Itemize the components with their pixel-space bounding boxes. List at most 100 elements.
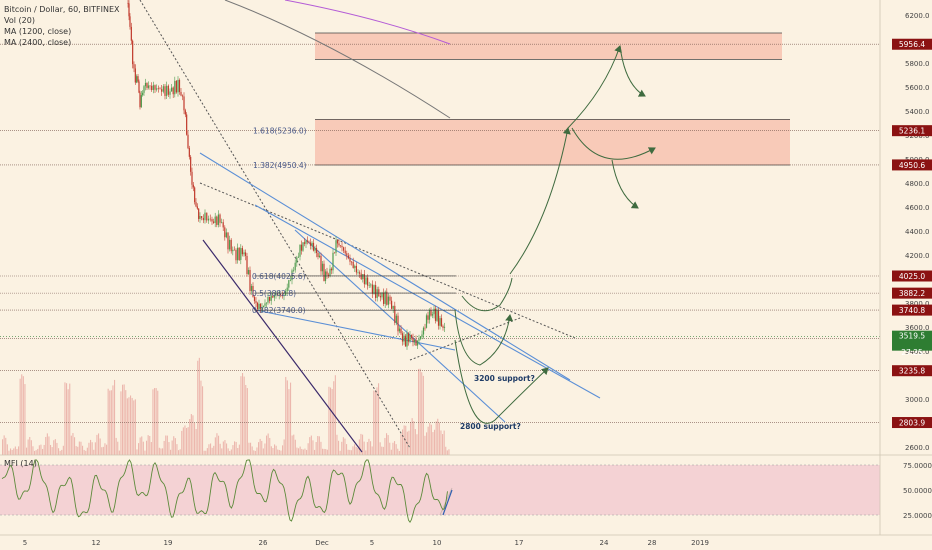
volume-bar (338, 440, 340, 455)
volume-bar (274, 444, 276, 455)
fib-label: 1.382(4950.4) (253, 161, 307, 170)
volume-bar (117, 441, 119, 455)
volume-bar (397, 448, 399, 455)
candle-body (346, 253, 348, 256)
volume-bar (302, 449, 304, 455)
candle-body (238, 247, 240, 260)
volume-bar (384, 437, 386, 455)
volume-bar (434, 429, 436, 455)
volume-bar (38, 445, 40, 455)
volume-bar (346, 444, 348, 455)
volume-bar (216, 433, 218, 455)
volume-bar (285, 376, 287, 455)
volume-bar (280, 450, 282, 455)
candle-body (378, 289, 380, 297)
volume-bar (326, 449, 328, 455)
fib-label: 0.5(3882.8) (252, 289, 296, 298)
candle-body (172, 87, 174, 95)
candle-body (300, 244, 303, 251)
candle-body (255, 301, 257, 303)
time-axis[interactable]: 5 12 19 26 Dec 5 10 17 24 28 2019 (23, 539, 709, 547)
candle-body (164, 86, 166, 96)
candle-body (376, 289, 378, 298)
volume-bar (413, 421, 415, 455)
candle-body (267, 296, 269, 303)
volume-bar (34, 450, 36, 455)
mfi-band (0, 465, 880, 515)
candle-body (275, 294, 277, 296)
price-level-tag (892, 417, 932, 429)
candle-body (138, 81, 140, 93)
volume-bar (43, 444, 45, 455)
candle-body (237, 247, 239, 261)
volume-bar (294, 439, 296, 455)
candle-body (192, 184, 194, 188)
volume-bar (179, 449, 181, 455)
volume-legend: Vol (20) (4, 16, 35, 25)
time-tick-label: 5 (23, 539, 27, 547)
volume-bar (226, 443, 228, 455)
volume-bar (405, 425, 407, 455)
volume-bar (250, 442, 252, 455)
volume-bar (253, 450, 255, 455)
candle-body (357, 272, 359, 273)
volume-bar (325, 449, 327, 455)
price-tick-label: 2600.0 (905, 444, 930, 452)
volume-bar (402, 429, 404, 455)
volume-bar (99, 438, 101, 455)
volume-bar (112, 385, 114, 455)
candle-body (269, 296, 271, 301)
volume-bar (32, 446, 34, 455)
mfi-trend-line (442, 489, 453, 516)
volume-bar (85, 450, 87, 455)
volume-bar (66, 383, 68, 455)
svg-text:3519.5: 3519.5 (899, 332, 925, 341)
volume-bar (170, 449, 172, 455)
volume-bar (240, 376, 242, 455)
candle-body (330, 268, 333, 271)
volume-bar (309, 437, 311, 455)
volume-bar (334, 375, 336, 455)
candle-body (195, 202, 197, 207)
candle-body (149, 85, 151, 87)
volume-bar (437, 418, 439, 455)
candle-body (403, 335, 405, 342)
volume-bar (264, 443, 266, 455)
volume-bar (432, 432, 434, 455)
volume-bar (349, 449, 351, 455)
candle-body (177, 79, 179, 93)
candle-body (359, 272, 361, 274)
volume-bar (96, 434, 98, 455)
volume-bar (210, 443, 212, 455)
volume-bar (269, 437, 271, 455)
volume-bar (77, 446, 79, 455)
volume-bar (158, 447, 160, 455)
volume-bar (194, 422, 196, 455)
candle-body (286, 287, 288, 292)
mfi-line (1, 459, 448, 524)
price-level-tag (892, 159, 932, 171)
volume-bar (149, 436, 151, 455)
volume-bar (171, 440, 173, 455)
candle-body (320, 255, 322, 272)
fib-label: 1.618(5236.0) (253, 127, 307, 136)
candle-body (303, 242, 306, 244)
time-tick-label: 19 (164, 539, 173, 547)
volume-bar (134, 399, 136, 455)
volume-bar (190, 414, 192, 455)
volume-bar (378, 383, 380, 455)
candle-body (250, 286, 253, 291)
candle-body (213, 221, 215, 223)
candle-body (392, 305, 394, 309)
volume-bar (187, 427, 189, 455)
candle-body (297, 256, 299, 258)
volume-bars (2, 357, 450, 455)
volume-bar (90, 439, 92, 455)
volume-bar (408, 430, 410, 455)
volume-bar (195, 429, 197, 455)
support-annotation-3200: 3200 support? (474, 374, 535, 383)
volume-bar (278, 449, 280, 455)
volume-bar (107, 388, 109, 455)
volume-bar (70, 435, 72, 455)
